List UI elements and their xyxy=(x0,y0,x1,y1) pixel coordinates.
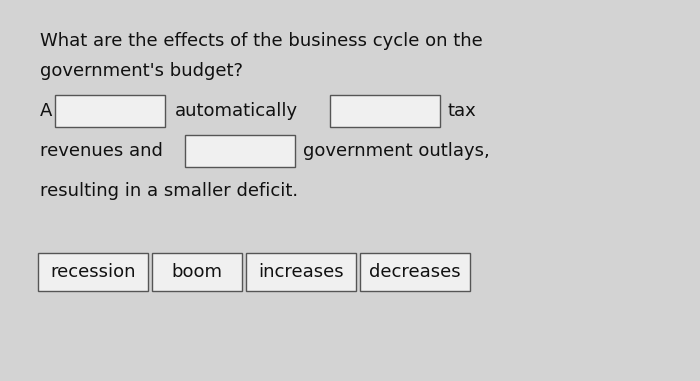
FancyBboxPatch shape xyxy=(185,135,295,167)
Text: What are the effects of the business cycle on the: What are the effects of the business cyc… xyxy=(40,32,483,50)
FancyBboxPatch shape xyxy=(55,95,165,127)
Text: boom: boom xyxy=(172,263,223,281)
Text: tax: tax xyxy=(448,102,477,120)
Text: government's budget?: government's budget? xyxy=(40,62,243,80)
FancyBboxPatch shape xyxy=(152,253,242,291)
Text: resulting in a smaller deficit.: resulting in a smaller deficit. xyxy=(40,182,298,200)
FancyBboxPatch shape xyxy=(330,95,440,127)
FancyBboxPatch shape xyxy=(38,253,148,291)
Text: decreases: decreases xyxy=(369,263,461,281)
Text: government outlays,: government outlays, xyxy=(303,142,490,160)
FancyBboxPatch shape xyxy=(246,253,356,291)
Text: increases: increases xyxy=(258,263,344,281)
Text: revenues and: revenues and xyxy=(40,142,163,160)
FancyBboxPatch shape xyxy=(360,253,470,291)
Text: A: A xyxy=(40,102,52,120)
Text: recession: recession xyxy=(50,263,136,281)
Text: automatically: automatically xyxy=(175,102,298,120)
